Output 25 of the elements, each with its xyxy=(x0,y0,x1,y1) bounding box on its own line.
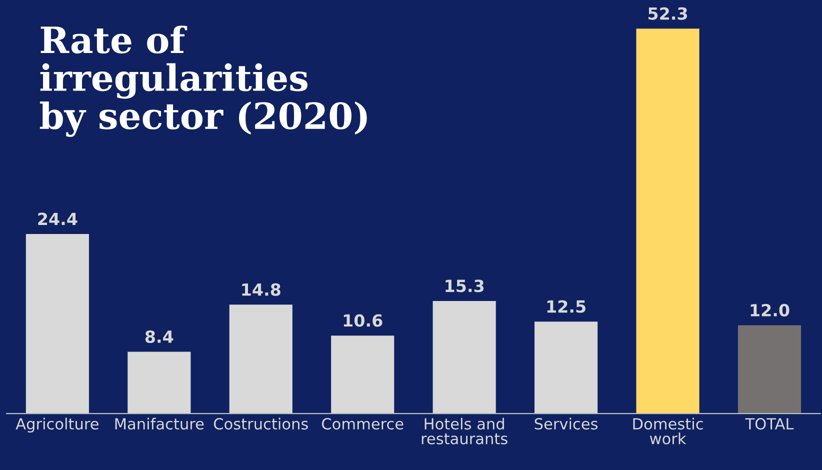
data-label: 12.0 xyxy=(750,304,790,316)
bar xyxy=(331,336,394,414)
bar xyxy=(738,325,802,414)
x-tick-label: Commerce xyxy=(322,418,404,430)
x-tick-label: Agricolture xyxy=(16,418,98,433)
x-tick-label: Domestic work xyxy=(633,418,703,444)
x-tick-label: Costructions xyxy=(214,418,308,430)
data-label: 12.5 xyxy=(547,300,586,313)
x-tick-label: Manifacture xyxy=(115,418,204,430)
bar xyxy=(534,322,598,414)
x-tick-label: Services xyxy=(534,418,598,430)
data-label: 8.4 xyxy=(145,330,174,343)
data-label: 15.3 xyxy=(446,280,484,292)
data-label: 52.3 xyxy=(648,7,688,20)
bar xyxy=(432,300,496,414)
x-tick-label: TOTAL xyxy=(745,418,794,430)
data-label: 14.8 xyxy=(242,283,280,296)
data-label: 24.4 xyxy=(38,212,78,225)
data-label: 10.6 xyxy=(344,314,382,327)
bar xyxy=(128,352,191,414)
text: Rate of irregularities by sector (2020) xyxy=(40,26,367,137)
bar xyxy=(26,234,89,414)
bar xyxy=(229,304,292,414)
bar xyxy=(636,28,700,414)
x-tick-label: Hotels and restaurants xyxy=(422,418,508,444)
